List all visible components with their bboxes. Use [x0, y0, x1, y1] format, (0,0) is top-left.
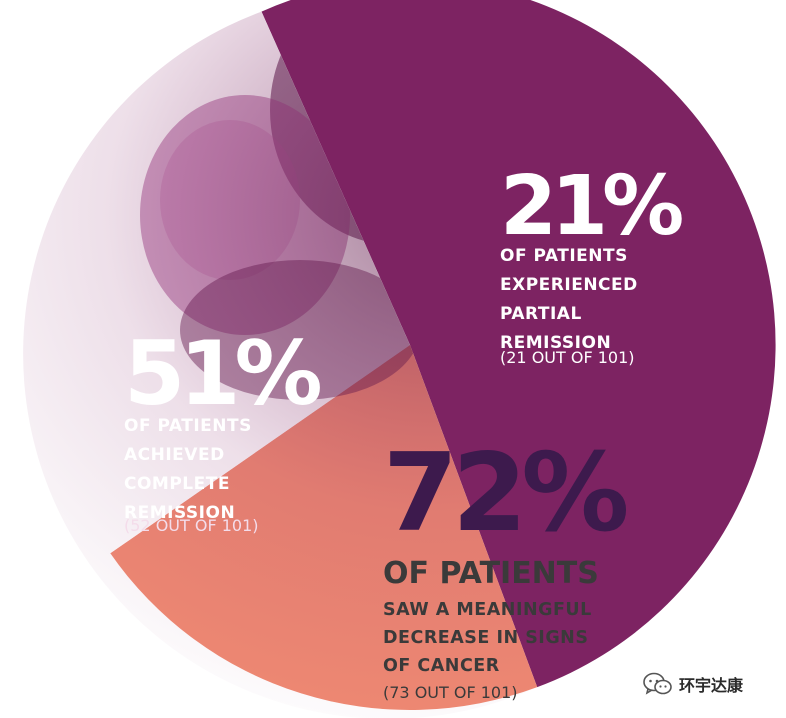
complete-remission-percent: 51% — [124, 322, 323, 425]
partial-remission-percent: 21% — [500, 159, 684, 254]
wechat-icon — [643, 672, 672, 695]
overall-response-count: (73 OUT OF 101) — [383, 683, 518, 702]
overall-response-label: SAW A MEANINGFUL DECREASE IN SIGNS OF CA… — [383, 600, 592, 676]
pie-slice-0 — [261, 0, 776, 688]
complete-remission-count: (52 OUT OF 101) — [124, 516, 259, 535]
partial-remission-label: OF PATIENTS EXPERIENCED PARTIAL REMISSIO… — [500, 246, 638, 353]
watermark: 环宇达康 — [643, 669, 743, 699]
partial-remission-count: (21 OUT OF 101) — [500, 348, 635, 367]
complete-remission-label: OF PATIENTS ACHIEVED COMPLETE REMISSION — [124, 416, 252, 523]
overall-response-headline: OF PATIENTS — [383, 556, 599, 591]
watermark-text: 环宇达康 — [679, 676, 744, 695]
overall-response-percent: 72% — [383, 431, 630, 556]
